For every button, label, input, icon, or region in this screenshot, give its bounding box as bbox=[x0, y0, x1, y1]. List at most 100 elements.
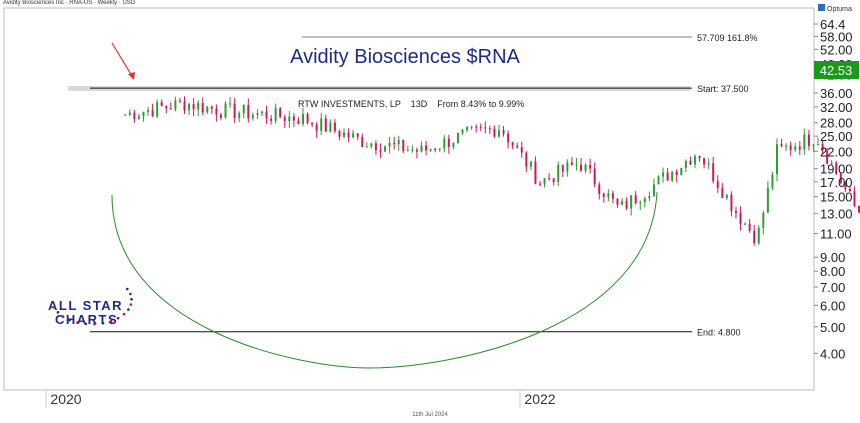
candle-22 bbox=[224, 101, 227, 119]
candle-120 bbox=[671, 171, 674, 182]
candle-51 bbox=[356, 133, 359, 141]
candle-62 bbox=[406, 145, 409, 152]
candle-119 bbox=[666, 168, 669, 181]
candle-140 bbox=[762, 210, 765, 235]
candle-138 bbox=[753, 225, 756, 246]
annotation-text: RTW INVESTMENTS, LP 13D From 8.43% to 9.… bbox=[298, 99, 524, 109]
candle-78 bbox=[479, 123, 482, 132]
all-star-charts-logo: ALL STAR CHARTS bbox=[48, 287, 133, 327]
candle-137 bbox=[748, 219, 751, 233]
candle-131 bbox=[721, 183, 724, 199]
candle-15 bbox=[192, 97, 195, 117]
candle-45 bbox=[329, 119, 332, 133]
candle-104 bbox=[598, 181, 601, 200]
y-tick-label-14: 11.00 bbox=[820, 226, 852, 241]
brand-logo: Optuma bbox=[818, 0, 860, 13]
optuma-icon: Optuma bbox=[818, 4, 852, 13]
y-tick-label-15: 9.00 bbox=[820, 250, 845, 265]
candle-113 bbox=[639, 200, 642, 211]
y-tick-label-2: 52.00 bbox=[820, 42, 853, 57]
candle-155 bbox=[830, 160, 833, 166]
candle-72 bbox=[452, 142, 455, 150]
y-tick-label-20: 4.00 bbox=[820, 346, 845, 361]
y-tick-label-5: 36.00 bbox=[820, 86, 853, 101]
logo-star-15 bbox=[53, 306, 56, 309]
candle-25 bbox=[238, 111, 241, 123]
candle-68 bbox=[434, 147, 437, 153]
candle-57 bbox=[384, 145, 387, 152]
candle-32 bbox=[270, 114, 273, 125]
candle-21 bbox=[219, 112, 222, 121]
candle-106 bbox=[607, 189, 610, 202]
y-tick-label-1: 58.00 bbox=[820, 29, 853, 44]
price-label: 42.53 bbox=[814, 61, 859, 79]
x-tick-label-1: 2022 bbox=[524, 391, 555, 407]
candle-127 bbox=[703, 157, 706, 169]
candle-34 bbox=[279, 107, 282, 119]
candle-151 bbox=[812, 144, 815, 152]
footer-date: 11th Jul 2024 bbox=[412, 412, 448, 418]
candle-87 bbox=[520, 141, 523, 158]
candle-59 bbox=[393, 136, 396, 150]
candle-55 bbox=[374, 140, 377, 156]
candle-27 bbox=[247, 98, 250, 123]
candle-108 bbox=[616, 198, 619, 208]
candle-122 bbox=[680, 167, 683, 176]
candle-91 bbox=[539, 180, 541, 187]
candle-37 bbox=[292, 113, 295, 127]
candle-105 bbox=[602, 192, 605, 203]
candle-112 bbox=[634, 190, 637, 205]
candle-160 bbox=[853, 186, 856, 208]
logo-star-5 bbox=[122, 312, 126, 316]
candle-148 bbox=[798, 141, 801, 156]
candle-35 bbox=[283, 114, 286, 128]
candle-90 bbox=[534, 156, 537, 185]
candle-124 bbox=[689, 156, 692, 166]
candle-114 bbox=[643, 196, 646, 208]
y-tick-label-13: 13.00 bbox=[820, 207, 853, 222]
candle-99 bbox=[575, 157, 578, 171]
candle-47 bbox=[338, 129, 341, 141]
instrument-header: Avidity Biosciences Inc · RNA-US · Weekl… bbox=[3, 0, 136, 6]
logo-star-13 bbox=[61, 315, 65, 318]
candle-143 bbox=[776, 138, 778, 182]
candle-20 bbox=[215, 104, 218, 122]
candle-152 bbox=[817, 137, 820, 146]
candle-102 bbox=[589, 158, 592, 174]
candle-70 bbox=[443, 135, 446, 153]
chart-title: Avidity Biosciences $RNA bbox=[290, 46, 520, 68]
price-label-text: 42.53 bbox=[820, 63, 853, 78]
logo-star-3 bbox=[129, 303, 133, 306]
candle-97 bbox=[566, 159, 569, 177]
logo-star-12 bbox=[68, 318, 72, 322]
candle-10 bbox=[169, 102, 172, 110]
logo-star-4 bbox=[127, 308, 130, 311]
y-tick-label-18: 6.00 bbox=[820, 298, 845, 313]
candle-49 bbox=[347, 128, 350, 143]
candle-31 bbox=[265, 105, 268, 124]
candle-126 bbox=[698, 155, 701, 162]
candle-50 bbox=[352, 129, 355, 139]
candle-39 bbox=[302, 107, 304, 127]
candle-19 bbox=[210, 105, 213, 114]
y-tick-label-8: 25.00 bbox=[820, 129, 853, 144]
candle-40 bbox=[306, 112, 309, 125]
y-tick-label-7: 28.00 bbox=[820, 116, 853, 131]
candle-125 bbox=[693, 154, 696, 168]
candle-41 bbox=[311, 122, 314, 128]
candle-130 bbox=[716, 175, 719, 193]
logo-star-10 bbox=[84, 322, 88, 326]
candle-56 bbox=[379, 143, 382, 159]
y-tick-label-0: 64.4 bbox=[820, 17, 845, 32]
candle-74 bbox=[461, 128, 464, 136]
candle-14 bbox=[188, 102, 191, 115]
candle-23 bbox=[229, 97, 232, 109]
candle-9 bbox=[165, 105, 168, 114]
y-tick-label-11: 17.00 bbox=[820, 175, 853, 190]
candle-26 bbox=[242, 104, 245, 119]
candle-42 bbox=[315, 122, 318, 138]
candle-83 bbox=[502, 126, 505, 137]
logo-star-6 bbox=[116, 316, 120, 320]
level-label-2: End: 4.800 bbox=[697, 328, 741, 338]
